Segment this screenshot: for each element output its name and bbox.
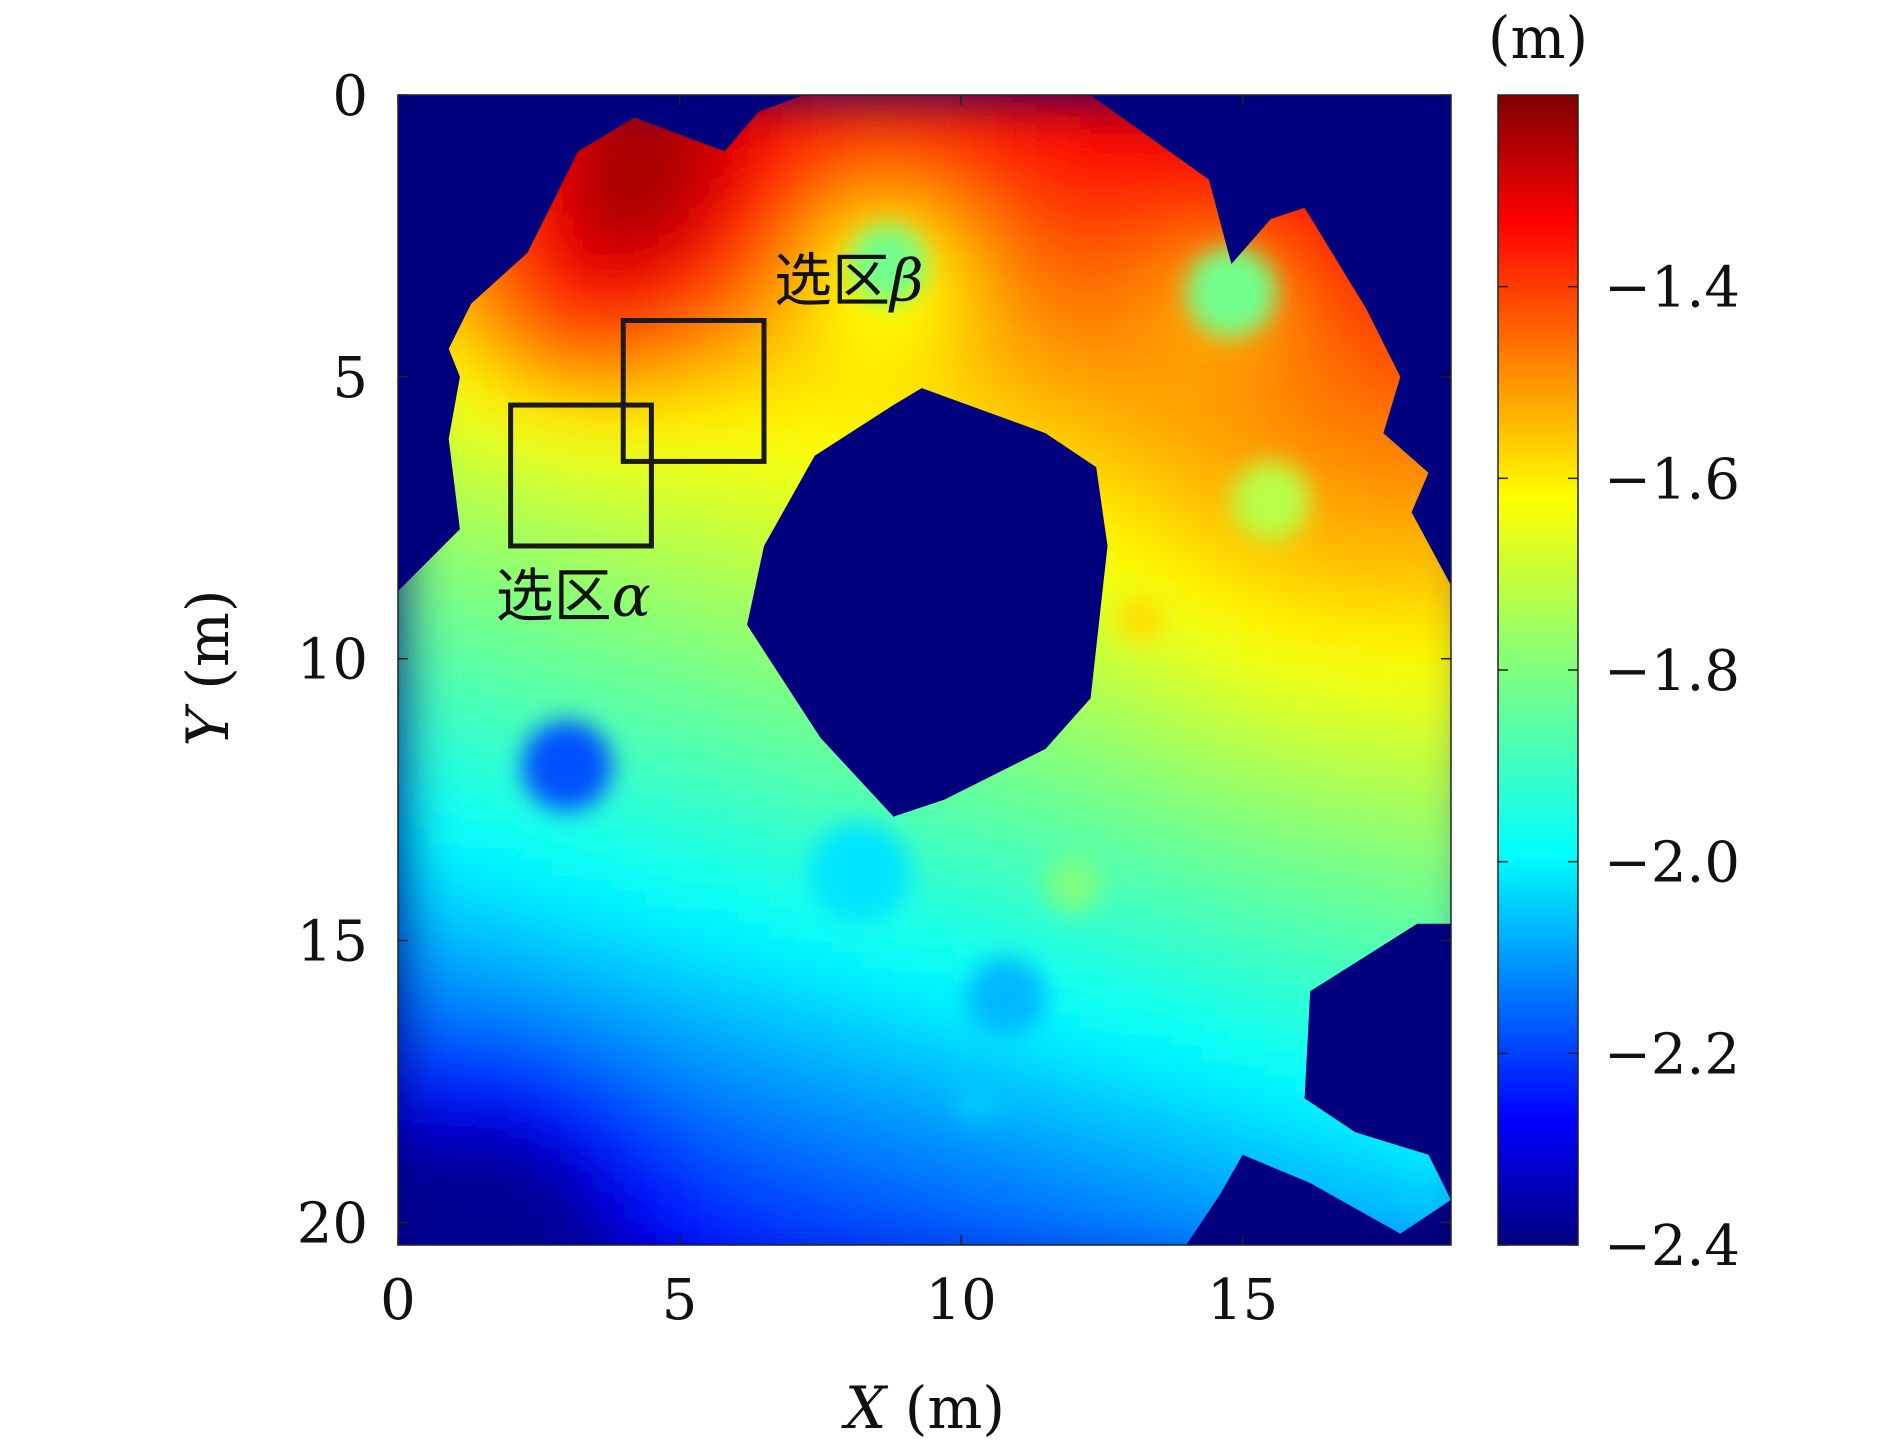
y-tick-label: 15 — [297, 910, 368, 975]
region-box — [620, 317, 767, 464]
colorbar-tick-label: −2.2 — [1604, 1022, 1740, 1087]
x-axis-label: X (m) — [841, 1374, 1005, 1442]
colorbar-tick-label: −1.6 — [1604, 447, 1740, 512]
colorbar-tick-label: −2.4 — [1604, 1214, 1740, 1279]
y-tick-label: 0 — [332, 64, 368, 129]
x-tick-label: 10 — [925, 1268, 996, 1333]
colorbar-tick-label: −1.4 — [1604, 256, 1740, 321]
y-axis-label: Y (m) — [174, 590, 242, 747]
colorbar — [1497, 94, 1579, 1246]
y-axis-ticks: 0 5 10 15 20 — [297, 64, 1451, 1256]
central-void — [747, 388, 1108, 817]
x-axis-ticks: 0 5 10 15 — [380, 95, 1278, 1333]
colorbar-tick-label: −2.0 — [1604, 831, 1740, 896]
colorbar-unit-label: (m) — [1488, 4, 1588, 72]
colorbar-ticks: −1.4 −1.6 −1.8 −2.0 −2.2 −2.4 — [1498, 256, 1740, 1279]
y-tick-label: 5 — [332, 346, 368, 411]
x-tick-label: 5 — [662, 1268, 698, 1333]
x-tick-label: 15 — [1207, 1268, 1278, 1333]
y-tick-label: 20 — [297, 1191, 368, 1256]
region-label: 选区α — [496, 562, 651, 630]
colorbar-tick-label: −1.8 — [1604, 639, 1740, 704]
selected-regions: 选区α 选区β — [496, 246, 924, 629]
plot-frame — [397, 94, 1452, 1246]
y-tick-label: 10 — [297, 628, 368, 693]
region-label: 选区β — [774, 246, 924, 314]
x-tick-label: 0 — [380, 1268, 416, 1333]
region-box — [508, 402, 654, 549]
